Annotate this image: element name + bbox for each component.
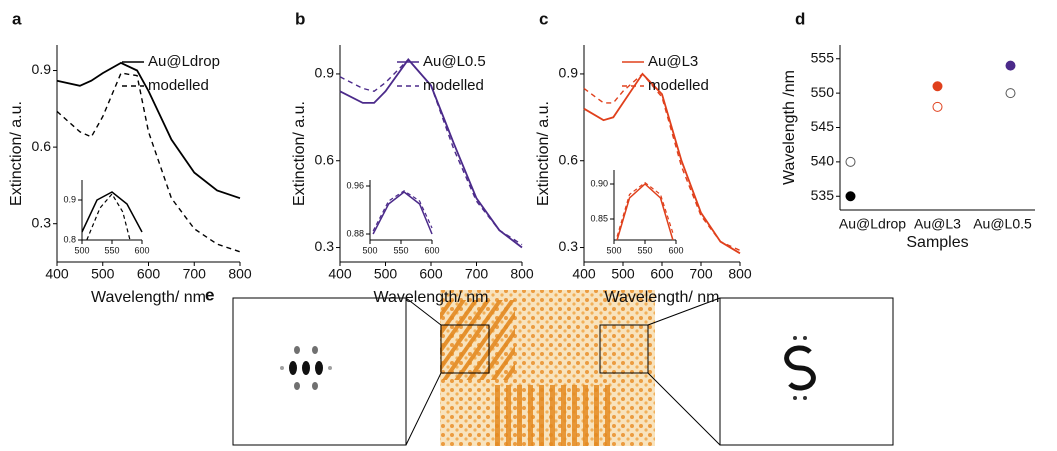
x-tick-label: 600 <box>134 245 149 255</box>
x-tick-label: 800 <box>728 266 752 282</box>
y-axis-title: Extinction/ a.u. <box>291 101 308 206</box>
x-tick-label: Au@Ldrop <box>839 216 906 232</box>
x-axis-title: Wavelength/ nm <box>91 289 206 306</box>
y-tick-label: 0.3 <box>559 238 579 254</box>
micrograph-stripes <box>490 385 610 446</box>
x-tick-label: Au@L0.5 <box>973 216 1032 232</box>
panel-label: d <box>795 9 805 28</box>
data-line <box>616 182 674 241</box>
x-tick-label: 500 <box>606 245 621 255</box>
y-tick-label: 0.3 <box>315 238 335 254</box>
x-tick-label: 600 <box>424 245 439 255</box>
y-tick-label: 0.85 <box>590 213 608 223</box>
y-tick-label: 0.3 <box>32 214 52 230</box>
data-line <box>372 190 433 232</box>
x-tick-label: 500 <box>611 266 635 282</box>
x-tick-label: 400 <box>45 266 69 282</box>
fft-pattern <box>784 336 816 400</box>
y-tick-label: 0.8 <box>63 234 76 244</box>
data-line <box>339 58 523 246</box>
micrograph-stripes <box>440 300 515 380</box>
zoom-line <box>647 372 721 446</box>
x-tick-label: 600 <box>668 245 683 255</box>
y-tick-label: 540 <box>811 153 835 169</box>
y-tick-label: 0.9 <box>315 65 335 81</box>
data-point <box>1005 60 1016 71</box>
x-tick-label: 500 <box>91 266 115 282</box>
data-line <box>56 61 241 200</box>
data-point <box>845 156 856 167</box>
data-line <box>616 181 674 237</box>
panel-label: b <box>295 9 305 28</box>
y-tick-label: 0.88 <box>346 228 364 238</box>
y-tick-label: 0.9 <box>32 61 52 77</box>
x-tick-label: 400 <box>572 266 596 282</box>
data-line <box>81 191 143 233</box>
x-tick-label: 700 <box>689 266 713 282</box>
y-tick-label: 0.6 <box>559 151 579 167</box>
panel-label: c <box>539 9 548 28</box>
panel-label: e <box>205 285 214 304</box>
y-tick-label: 0.9 <box>63 194 76 204</box>
data-line <box>583 72 741 252</box>
y-axis-title: Wavelength /nm <box>781 70 798 185</box>
x-tick-label: 500 <box>374 266 398 282</box>
x-tick-label: 500 <box>74 245 89 255</box>
y-tick-label: 0.90 <box>590 178 608 188</box>
zoom-line <box>405 297 442 326</box>
x-tick-label: 700 <box>465 266 489 282</box>
legend-label: modelled <box>423 77 484 94</box>
fft-pattern <box>280 346 332 390</box>
y-tick-label: 550 <box>811 84 835 100</box>
legend-label: Au@L0.5 <box>423 53 486 70</box>
y-axis-title: Extinction/ a.u. <box>535 101 552 206</box>
y-tick-label: 0.96 <box>346 180 364 190</box>
legend-label: modelled <box>148 77 209 94</box>
x-axis-title: Samples <box>906 234 968 251</box>
x-tick-label: 400 <box>328 266 352 282</box>
zoom-box <box>440 324 490 374</box>
legend-label: modelled <box>648 77 709 94</box>
x-tick-label: 550 <box>637 245 652 255</box>
legend-label: Au@Ldrop <box>148 53 220 70</box>
zoom-line <box>647 297 721 326</box>
x-axis-title: Wavelength/ nm <box>604 289 719 306</box>
data-point <box>932 81 943 92</box>
x-tick-label: 700 <box>183 266 207 282</box>
x-axis-title: Wavelength/ nm <box>373 289 488 306</box>
x-tick-label: 500 <box>362 245 377 255</box>
x-tick-label: Au@L3 <box>914 216 961 232</box>
data-line <box>56 72 241 253</box>
y-tick-label: 555 <box>811 49 835 65</box>
data-point <box>845 191 856 202</box>
x-tick-label: 600 <box>137 266 161 282</box>
image-panel: e <box>205 285 894 446</box>
y-tick-label: 535 <box>811 187 835 203</box>
data-line <box>372 191 433 235</box>
data-point <box>1005 88 1016 99</box>
y-tick-label: 545 <box>811 118 835 134</box>
legend-label: Au@L3 <box>648 53 698 70</box>
y-tick-label: 0.6 <box>315 151 335 167</box>
data-line <box>86 192 131 241</box>
zoom-line <box>405 372 442 446</box>
x-tick-label: 600 <box>650 266 674 282</box>
x-tick-label: 800 <box>510 266 534 282</box>
x-tick-label: 800 <box>228 266 252 282</box>
y-axis-title: Extinction/ a.u. <box>8 101 25 206</box>
y-tick-label: 0.9 <box>559 65 579 81</box>
data-point <box>932 101 943 112</box>
x-tick-label: 600 <box>419 266 443 282</box>
y-tick-label: 0.6 <box>32 138 52 154</box>
x-tick-label: 550 <box>104 245 119 255</box>
panel-label: a <box>12 9 22 28</box>
data-line <box>583 72 741 255</box>
zoom-box <box>599 324 649 374</box>
x-tick-label: 550 <box>393 245 408 255</box>
